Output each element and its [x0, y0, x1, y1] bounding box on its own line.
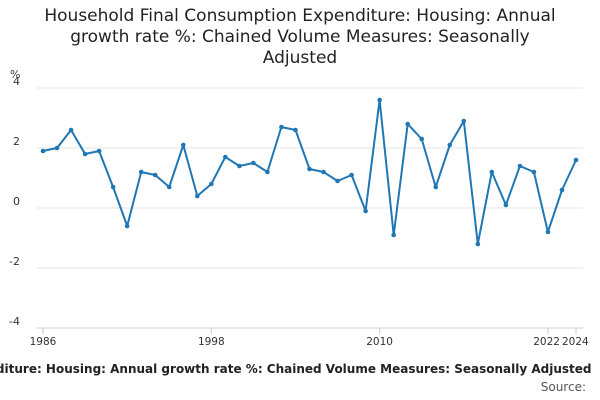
- chart-title-line-2: growth rate %: Chained Volume Measures: …: [70, 27, 530, 47]
- data-point: [377, 97, 382, 103]
- chart-title-line-1: Household Final Consumption Expenditure:…: [44, 6, 556, 26]
- data-point: [279, 124, 284, 130]
- chart-title: Household Final Consumption Expenditure:…: [0, 6, 600, 69]
- data-point: [517, 163, 523, 169]
- data-point: [96, 148, 102, 154]
- data-point: [293, 127, 298, 133]
- x-tick-label: 1986: [30, 336, 57, 348]
- data-point: [82, 151, 88, 157]
- data-point: [194, 193, 200, 199]
- series-label: Household Final Consumption Expenditure:…: [0, 362, 592, 376]
- data-point: [110, 184, 116, 190]
- data-point: [573, 157, 579, 163]
- data-point: [40, 148, 46, 154]
- data-point: [433, 184, 439, 190]
- data-point: [391, 232, 396, 238]
- data-point: [307, 166, 312, 172]
- data-point: [54, 145, 60, 151]
- y-axis-unit-label: %: [10, 68, 20, 81]
- data-point: [152, 172, 158, 178]
- data-point: [180, 142, 186, 148]
- x-tick-label: 1998: [198, 336, 225, 348]
- data-point: [363, 208, 368, 214]
- data-point: [559, 187, 565, 193]
- data-point: [531, 169, 537, 175]
- data-point: [265, 169, 270, 175]
- y-tick-label: 2: [13, 135, 20, 148]
- x-tick-label: 2010: [366, 336, 393, 348]
- data-point: [223, 154, 228, 160]
- data-point: [138, 169, 144, 175]
- data-point: [461, 118, 467, 124]
- data-point: [447, 142, 453, 148]
- y-tick-label: -4: [9, 315, 20, 328]
- data-point: [349, 172, 354, 178]
- data-point: [475, 241, 481, 247]
- data-point: [545, 229, 551, 235]
- data-point: [251, 160, 256, 166]
- data-point: [419, 136, 425, 142]
- source-label: Source:: [540, 380, 586, 394]
- data-point: [321, 169, 326, 175]
- data-point: [68, 127, 74, 133]
- x-tick-label: 2022: [533, 336, 560, 348]
- data-point: [489, 169, 495, 175]
- data-point: [209, 181, 214, 187]
- data-point: [335, 178, 340, 184]
- data-point: [237, 163, 242, 169]
- chart-title-line-3: Adjusted: [262, 48, 338, 68]
- x-tick-label: 2024: [562, 336, 589, 348]
- data-point: [503, 202, 509, 208]
- y-tick-label: 4: [13, 75, 20, 88]
- y-tick-label: -2: [9, 255, 20, 268]
- data-point: [166, 184, 172, 190]
- y-tick-label: 0: [13, 195, 20, 208]
- series-line: [42, 99, 577, 245]
- data-point: [124, 223, 130, 229]
- data-point: [405, 121, 410, 127]
